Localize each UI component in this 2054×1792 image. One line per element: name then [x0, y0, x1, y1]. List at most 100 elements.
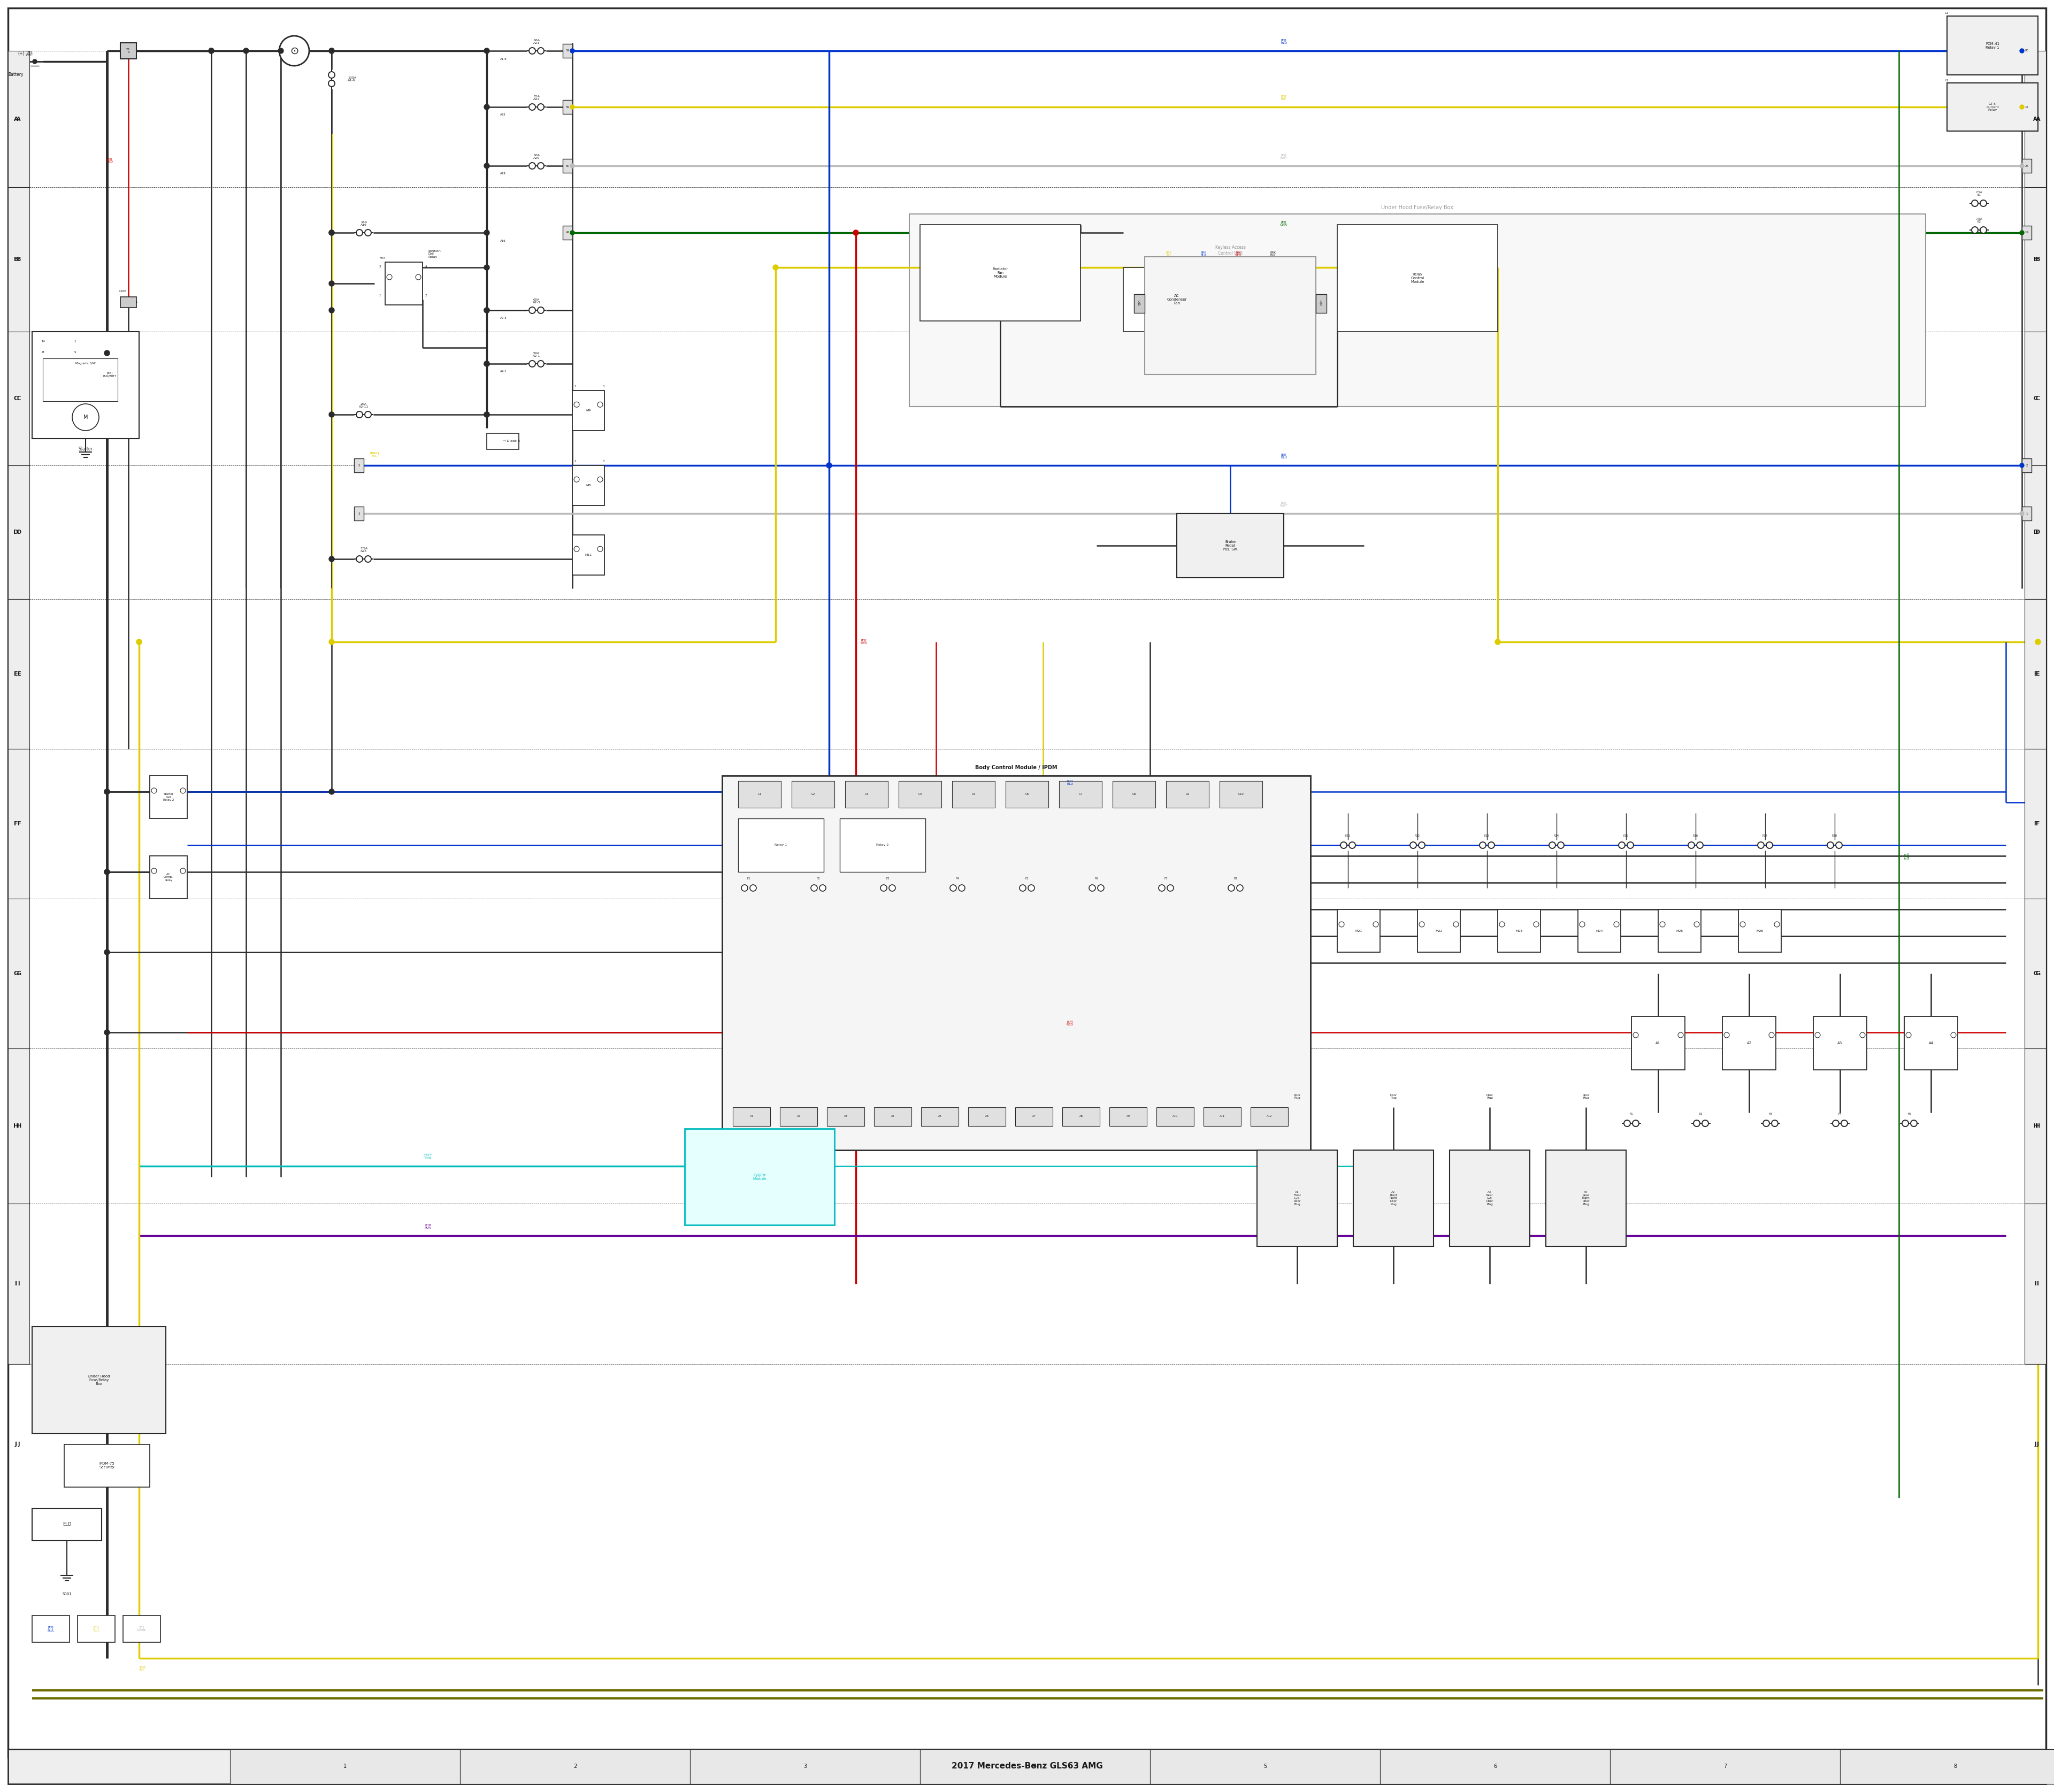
Circle shape	[105, 869, 109, 874]
Text: BRK
RED: BRK RED	[1234, 251, 1241, 256]
Circle shape	[329, 48, 335, 54]
Text: BRK
BLK: BRK BLK	[1269, 251, 1276, 256]
Text: A22: A22	[499, 113, 505, 116]
Bar	[2025, 332, 2046, 466]
Circle shape	[485, 265, 489, 271]
Text: D: D	[14, 530, 18, 536]
Text: A8: A8	[1078, 1115, 1082, 1118]
Text: [EJ]
GRN: [EJ] GRN	[1280, 220, 1288, 226]
Text: L1: L1	[1945, 13, 1949, 14]
Bar	[563, 100, 573, 115]
Circle shape	[1723, 1032, 1729, 1038]
Text: Relay
Control
Module: Relay Control Module	[1411, 272, 1423, 283]
Circle shape	[1910, 1120, 1916, 1127]
Circle shape	[485, 229, 489, 235]
Text: G: G	[2033, 971, 2038, 977]
Bar	[828, 1107, 865, 1125]
Text: A: A	[2036, 116, 2040, 122]
Text: H: H	[2033, 1124, 2038, 1129]
Text: F: F	[2033, 821, 2038, 826]
Text: IE/4
RED: IE/4 RED	[1066, 1020, 1074, 1027]
Text: [EI]
WHT: [EI] WHT	[25, 50, 33, 56]
Circle shape	[573, 547, 579, 552]
Circle shape	[355, 229, 364, 237]
Circle shape	[1097, 885, 1105, 891]
Circle shape	[1836, 842, 1842, 848]
Bar	[875, 1107, 912, 1125]
Text: Radiator
Fan
Module: Radiator Fan Module	[992, 267, 1009, 278]
Bar	[33, 332, 140, 439]
Text: A1: A1	[750, 1115, 754, 1118]
Circle shape	[889, 885, 896, 891]
Circle shape	[571, 163, 575, 168]
Text: Relay 2: Relay 2	[877, 844, 889, 846]
Text: T4: T4	[41, 340, 45, 342]
Circle shape	[1089, 885, 1095, 891]
Circle shape	[72, 403, 99, 430]
Bar	[1658, 909, 1701, 952]
Text: 7.5A
B2: 7.5A B2	[1976, 217, 1982, 224]
Text: 7.5A
B1: 7.5A B1	[1976, 190, 1982, 197]
Circle shape	[598, 477, 602, 482]
Text: 1: 1	[343, 1763, 347, 1769]
Text: 100A
A1-6: 100A A1-6	[347, 77, 355, 82]
Text: ⊙: ⊙	[290, 47, 298, 56]
Bar	[1840, 1749, 2054, 1785]
Bar	[2021, 507, 2031, 520]
Circle shape	[750, 885, 756, 891]
Text: I: I	[2038, 1281, 2040, 1287]
Text: A: A	[14, 116, 18, 122]
Bar	[150, 857, 187, 898]
Bar	[1547, 1150, 1627, 1247]
Text: F4: F4	[1838, 1113, 1842, 1115]
Text: 50A
A2-1: 50A A2-1	[532, 351, 540, 358]
Text: F26: F26	[1692, 835, 1699, 837]
Circle shape	[2019, 106, 2023, 109]
Text: E: E	[16, 672, 21, 677]
Text: A4
Rear
Right
Door
Plug: A4 Rear Right Door Plug	[1582, 1190, 1590, 1206]
Bar	[2025, 1048, 2046, 1204]
Circle shape	[355, 412, 364, 418]
Bar	[1631, 1016, 1684, 1070]
Circle shape	[1372, 921, 1378, 926]
Circle shape	[329, 556, 335, 561]
Text: M26: M26	[1756, 930, 1762, 932]
Circle shape	[1762, 1120, 1768, 1127]
Bar	[2021, 43, 2031, 57]
Bar	[920, 1107, 959, 1125]
Circle shape	[1619, 842, 1625, 848]
Circle shape	[820, 885, 826, 891]
Text: (+): (+)	[18, 52, 25, 56]
Text: C1: C1	[758, 794, 762, 796]
Circle shape	[485, 308, 489, 314]
Bar	[2025, 599, 2046, 749]
Circle shape	[538, 104, 544, 109]
Bar	[1354, 1150, 1434, 1247]
Circle shape	[329, 788, 335, 794]
Text: [EJ]
YEL: [EJ] YEL	[1282, 95, 1286, 100]
Circle shape	[852, 229, 859, 235]
Bar	[953, 781, 994, 808]
Circle shape	[105, 788, 109, 794]
Text: A4: A4	[1929, 1041, 1933, 1045]
Text: C: C	[2033, 396, 2038, 401]
Circle shape	[1029, 885, 1035, 891]
Circle shape	[1409, 842, 1417, 848]
Text: IPDM-75
Security: IPDM-75 Security	[99, 1462, 115, 1469]
Text: BRK
BLU: BRK BLU	[1202, 251, 1206, 256]
Text: M44: M44	[380, 256, 386, 260]
Text: F: F	[2036, 821, 2040, 826]
Text: F22: F22	[1415, 835, 1419, 837]
Text: [EJ]
WHT: [EJ] WHT	[1280, 502, 1288, 507]
Circle shape	[959, 885, 965, 891]
Circle shape	[1549, 842, 1555, 848]
Text: A3: A3	[844, 1115, 848, 1118]
Text: [E]
CAT6: [E] CAT6	[138, 1625, 146, 1633]
Bar	[8, 898, 29, 1048]
Text: Battery: Battery	[8, 72, 25, 77]
Bar	[1738, 909, 1781, 952]
Circle shape	[366, 556, 372, 563]
Text: A2-3: A2-3	[499, 317, 507, 319]
Text: J: J	[2038, 1441, 2040, 1446]
Circle shape	[2019, 48, 2023, 54]
